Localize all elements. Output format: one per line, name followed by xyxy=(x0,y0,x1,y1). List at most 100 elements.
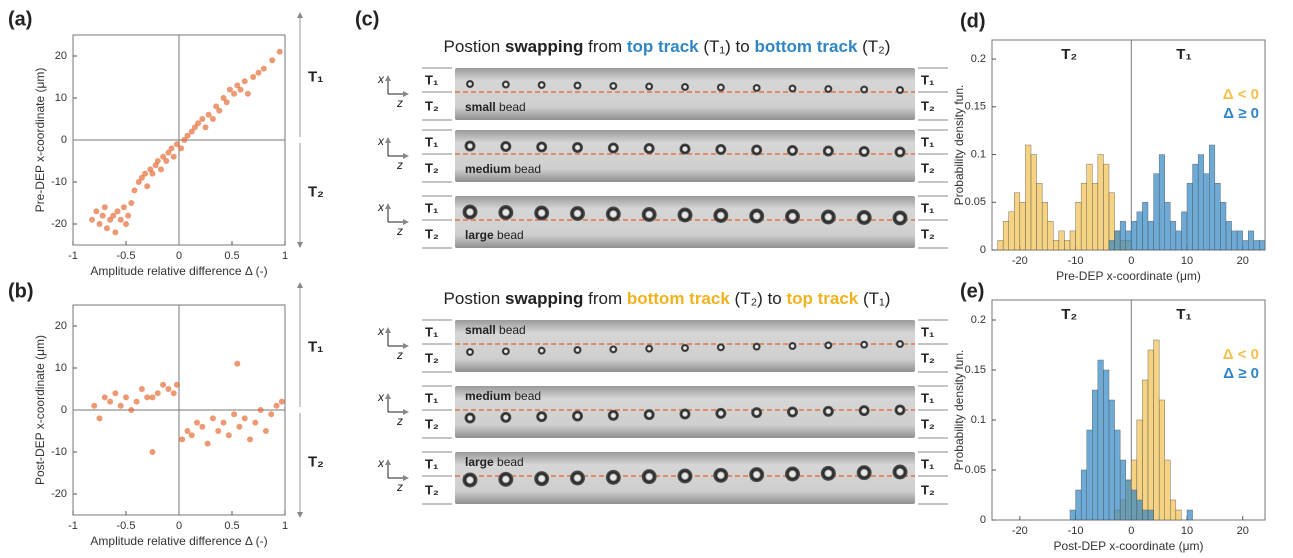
point xyxy=(209,415,216,422)
micrograph xyxy=(455,130,915,182)
bar xyxy=(1147,221,1154,251)
bead xyxy=(751,407,763,419)
y-tick-label: -20 xyxy=(51,218,67,230)
bead xyxy=(856,210,872,225)
point xyxy=(110,212,117,219)
track-label: T₁ xyxy=(921,390,934,405)
bead-word: bead xyxy=(511,162,541,176)
point xyxy=(101,204,108,211)
legend-entry: Δ < 0 xyxy=(1223,86,1259,103)
y-tick-label: 0 xyxy=(61,404,67,416)
y-tick-label: 0.15 xyxy=(965,364,986,376)
track-label: T₁ xyxy=(921,200,934,215)
bar xyxy=(1114,429,1121,521)
bar xyxy=(1147,509,1154,521)
y-axis-label: Probability density fun. xyxy=(952,350,966,471)
axis-icon-label: z xyxy=(396,348,403,362)
bead xyxy=(681,344,689,352)
bar xyxy=(1075,202,1082,251)
bar xyxy=(1214,182,1221,251)
bead xyxy=(681,83,689,91)
bead xyxy=(570,470,585,486)
point xyxy=(149,449,156,455)
bead-word: bead xyxy=(494,455,524,469)
point xyxy=(205,111,212,118)
bar xyxy=(1036,182,1043,251)
bead xyxy=(537,81,546,89)
point xyxy=(173,141,180,148)
track-label: T₁ xyxy=(425,72,438,87)
bar xyxy=(1253,240,1260,251)
bead xyxy=(713,208,729,223)
bar xyxy=(1069,230,1076,251)
point xyxy=(225,432,232,439)
point xyxy=(163,158,170,164)
x-tick-label: 10 xyxy=(1181,255,1193,267)
bar xyxy=(1086,429,1093,521)
y-tick-label: 0 xyxy=(61,134,67,146)
point xyxy=(99,212,106,219)
bead xyxy=(824,85,833,93)
point xyxy=(133,398,140,405)
axis-icon-label: x xyxy=(377,324,385,338)
point xyxy=(269,57,276,64)
bead xyxy=(500,141,512,152)
point xyxy=(237,86,244,93)
bead xyxy=(820,465,836,481)
bar xyxy=(1114,230,1121,251)
bead xyxy=(822,405,834,417)
point xyxy=(165,386,172,392)
point xyxy=(195,120,202,127)
bead xyxy=(751,144,763,156)
micrograph-title: Postion swapping from top track (T₁) to … xyxy=(444,37,891,56)
point xyxy=(117,402,124,409)
point xyxy=(236,423,243,430)
bar xyxy=(1030,154,1037,251)
point xyxy=(135,179,142,185)
x-tick-label: 0.5 xyxy=(224,250,239,262)
axis-icon-label: z xyxy=(396,96,403,110)
point xyxy=(220,419,227,426)
bead xyxy=(573,81,582,90)
bead xyxy=(858,146,870,157)
title-part: Postion xyxy=(444,289,505,308)
point xyxy=(149,170,156,177)
bar xyxy=(1019,202,1026,251)
point xyxy=(234,360,241,367)
axis-icon-label: z xyxy=(396,480,403,494)
x-tick-label: -10 xyxy=(1068,525,1084,537)
point xyxy=(112,390,119,397)
bead xyxy=(716,343,725,352)
title-part: swapping xyxy=(505,289,583,308)
point xyxy=(114,208,121,215)
y-tick-label: 20 xyxy=(55,320,67,332)
bead xyxy=(534,205,550,221)
bar xyxy=(1080,182,1087,251)
bead xyxy=(573,346,582,354)
x-tick-label: 1 xyxy=(282,520,288,532)
axis-icon-label: z xyxy=(396,414,403,428)
bead xyxy=(645,344,654,353)
point xyxy=(178,145,185,152)
x-tick-label: 0.5 xyxy=(224,520,239,532)
point xyxy=(199,116,206,122)
y-tick-label: 0 xyxy=(980,514,986,526)
point xyxy=(234,82,241,89)
bar xyxy=(1092,389,1099,521)
title-part: top track xyxy=(786,289,858,308)
axis-icon-label: z xyxy=(396,158,403,172)
point xyxy=(96,221,103,227)
bar xyxy=(1142,509,1149,521)
bar xyxy=(1125,479,1132,521)
point xyxy=(255,69,262,76)
bar xyxy=(1142,379,1149,521)
bead xyxy=(607,142,619,154)
point xyxy=(157,166,164,173)
point xyxy=(125,212,132,219)
bar xyxy=(1186,509,1193,521)
bar xyxy=(1069,509,1076,521)
x-tick-label: 10 xyxy=(1181,525,1193,537)
track-label: T₂ xyxy=(921,350,935,365)
bead xyxy=(858,405,870,417)
bar xyxy=(1108,399,1115,521)
